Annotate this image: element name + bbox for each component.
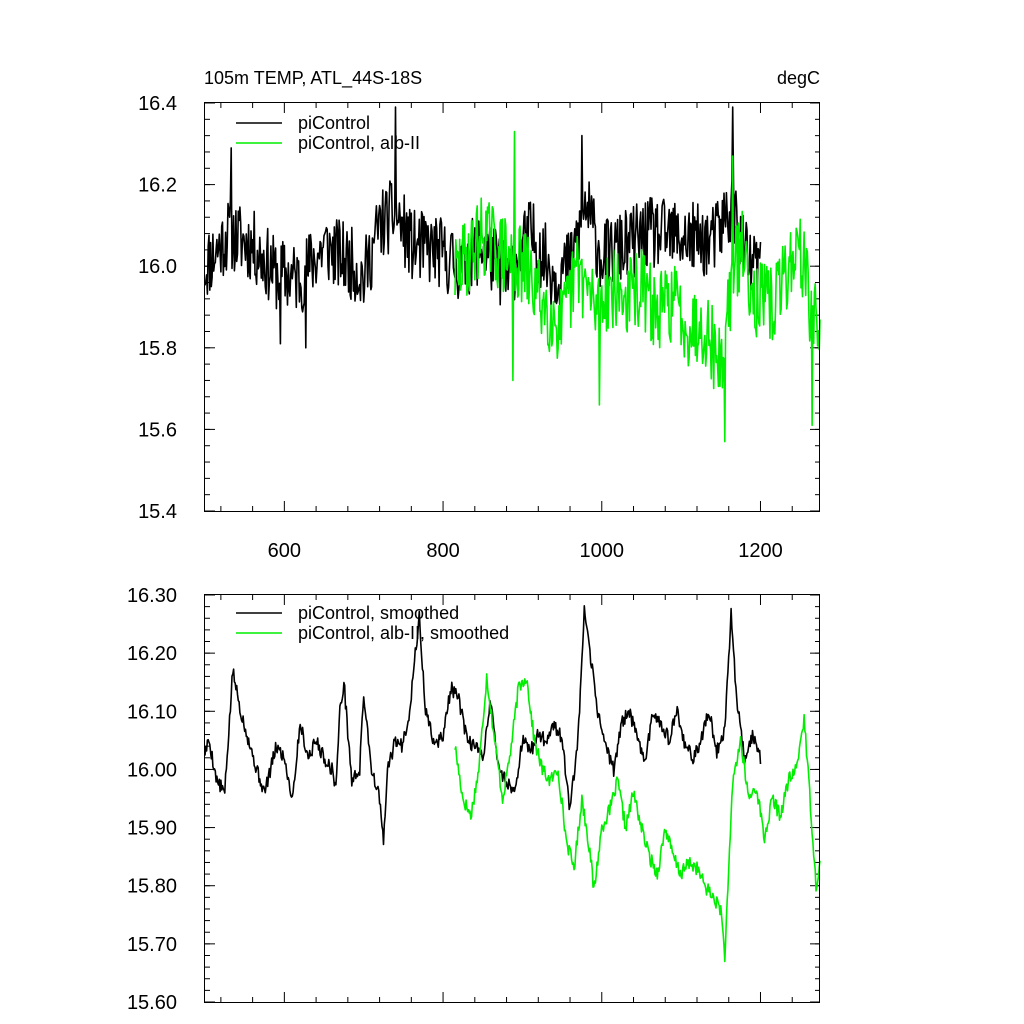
y-tick-label: 16.2: [138, 175, 177, 197]
y-tick-label: 15.6: [138, 419, 177, 441]
series-line-piControl: [204, 106, 762, 349]
bottom-series-lines: [204, 604, 821, 963]
y-tick-label: 15.70: [127, 934, 177, 956]
x-tick-label: 600: [268, 540, 301, 562]
bottom-plot-frame: [204, 594, 820, 1003]
legend-label: piControl, smoothed: [298, 603, 459, 623]
top-legend: piControl piControl, alb-II: [236, 113, 420, 153]
y-tick-label: 16.0: [138, 256, 177, 278]
series-line-piControl: [204, 604, 762, 846]
y-tick-label: 15.80: [127, 876, 177, 898]
x-tick-label: 800: [426, 540, 459, 562]
legend-label: piControl, alb-II, smoothed: [298, 623, 509, 643]
x-tick-label: 1000: [580, 540, 625, 562]
y-tick-label: 15.60: [127, 992, 177, 1014]
x-tick-label: 1200: [738, 540, 783, 562]
y-tick-label: 16.10: [127, 701, 177, 723]
top-series-lines: [204, 106, 821, 443]
y-tick-label: 16.30: [127, 585, 177, 607]
units-label: degC: [777, 68, 820, 88]
chart-title: 105m TEMP, ATL_44S-18S: [204, 68, 422, 89]
bottom-legend: piControl, smoothed piControl, alb-II, s…: [236, 603, 509, 643]
series-line-alb-II: [454, 130, 821, 443]
top-chart-panel: 105m TEMP, ATL_44S-18S degC 15.4 15.6 15.8…: [138, 68, 821, 562]
y-tick-label: 16.4: [138, 93, 177, 115]
legend-label: piControl, alb-II: [298, 133, 420, 153]
bottom-chart-panel: 15.60 15.70 15.80 15.90 16.00 16.10 16.20 16.30…: [127, 585, 821, 1014]
y-tick-label: 16.20: [127, 643, 177, 665]
top-plot-frame: [204, 102, 820, 512]
y-tick-label: 15.4: [138, 501, 177, 523]
series-line-alb-II: [454, 673, 821, 963]
legend-label: piControl: [298, 113, 370, 133]
y-tick-label: 15.8: [138, 338, 177, 360]
y-tick-label: 15.90: [127, 818, 177, 840]
top-axis-ticks: 15.4 15.6 15.8 16.0 16.2 16.4 600 800 1000 1200: [138, 93, 820, 562]
y-tick-label: 16.00: [127, 759, 177, 781]
